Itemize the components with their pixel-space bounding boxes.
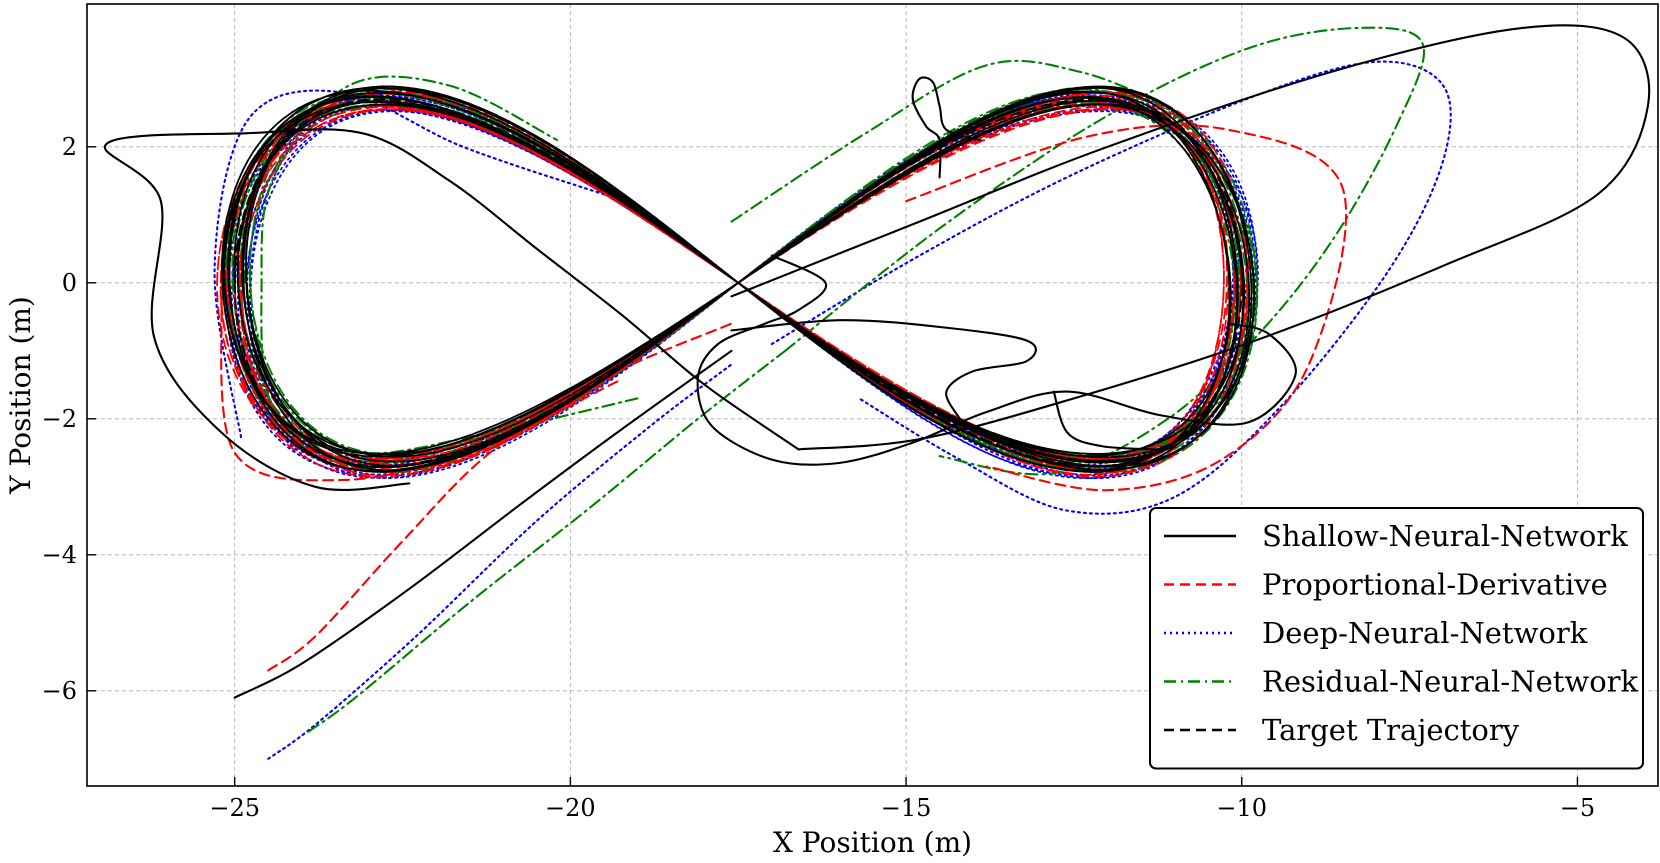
trajectory-excursion xyxy=(911,76,981,179)
axis-ticks: −25 −20 −15 −10 −5 2 0 −2 −4 −6 xyxy=(42,133,1596,822)
trajectory-extra-loop xyxy=(905,124,1348,492)
plot-area xyxy=(103,24,1651,760)
trajectory-left-loop xyxy=(103,128,800,491)
y-tick-label: −6 xyxy=(42,677,77,705)
target-path xyxy=(233,98,1243,468)
legend-label: Shallow-Neural-Network xyxy=(1262,519,1628,553)
trajectory-excursion xyxy=(696,254,1297,466)
trajectory-upper-arc xyxy=(730,59,1169,223)
x-axis-label: X Position (m) xyxy=(773,826,972,859)
axes-frame xyxy=(86,3,1659,787)
x-tick-label: −5 xyxy=(1560,794,1595,822)
y-tick-label: 0 xyxy=(62,269,77,297)
legend-box xyxy=(1149,507,1644,770)
y-tick-label: −2 xyxy=(42,405,77,433)
legend-label: Deep-Neural-Network xyxy=(1262,616,1588,650)
legend-label: Proportional-Derivative xyxy=(1262,568,1608,602)
trajectory-approach xyxy=(267,363,733,760)
trajectory-excursion xyxy=(1052,390,1156,451)
trajectory-excursion xyxy=(730,319,1037,420)
x-tick-label: −10 xyxy=(1216,794,1267,822)
series-target-trajectory xyxy=(233,98,1243,468)
trajectory-approach xyxy=(233,349,733,699)
legend: Shallow-Neural-Network Proportional-Deriv… xyxy=(1149,507,1644,770)
trajectory-big-loop xyxy=(730,24,1651,451)
legend-label: Residual-Neural-Network xyxy=(1262,665,1639,699)
x-tick-label: −15 xyxy=(881,794,932,822)
legend-label: Target Trajectory xyxy=(1262,713,1520,747)
trajectory-big-loop xyxy=(784,26,1426,476)
y-tick-label: −4 xyxy=(42,541,77,569)
trajectory-left-loop xyxy=(213,89,606,441)
series-shallow-neural-network xyxy=(103,24,1651,699)
x-tick-label: −20 xyxy=(545,794,596,822)
plot-layer xyxy=(103,24,1651,760)
y-tick-label: 2 xyxy=(62,133,77,161)
trajectory-approach xyxy=(307,349,787,733)
trajectory-big-loop xyxy=(770,60,1452,515)
tracking-loops xyxy=(221,85,1256,473)
x-tick-label: −25 xyxy=(209,794,260,822)
y-axis-label: Y Position (m) xyxy=(4,296,37,495)
